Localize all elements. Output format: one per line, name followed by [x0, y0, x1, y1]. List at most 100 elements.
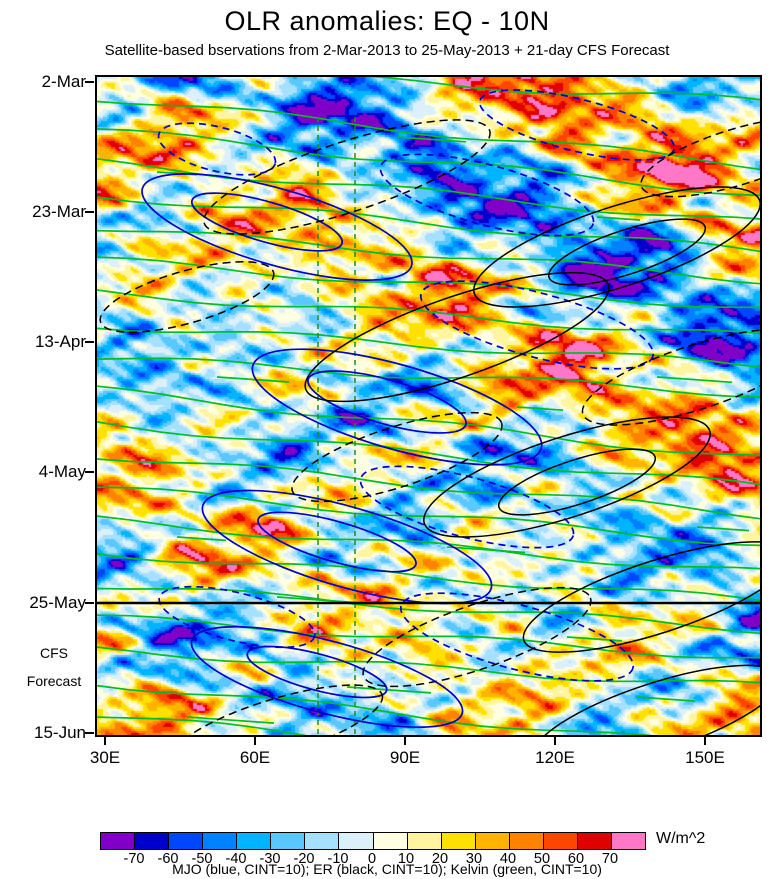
kelvin-contour-line [97, 385, 760, 457]
kelvin-contour-line [97, 614, 760, 659]
x-tick-label: 150E [685, 748, 725, 767]
x-axis-tick [254, 737, 256, 745]
er-contour [99, 261, 275, 333]
er-contour [640, 116, 760, 198]
y-tick-label: 2-Mar [41, 72, 86, 91]
kelvin-contour-line [97, 684, 653, 735]
mjo-contour [190, 192, 344, 252]
er-contour [291, 411, 503, 503]
colorbar-segment [475, 833, 510, 849]
colorbar-segment [407, 833, 442, 849]
y-tick-label: 23-Mar [32, 202, 86, 221]
plot-area [95, 75, 762, 737]
colorbar-level-label: 10 [397, 851, 415, 867]
y-tick-label: 4-May [38, 462, 86, 481]
colorbar-segment [441, 833, 476, 849]
er-contour [473, 186, 760, 308]
x-tick-label: 60E [239, 748, 271, 767]
mjo-contour [251, 348, 543, 466]
colorbar-level-label: -40 [225, 851, 247, 867]
mjo-contour [246, 645, 388, 699]
colorbar-segment [203, 833, 238, 849]
x-axis-tick [704, 737, 706, 745]
kelvin-contour-line [97, 100, 760, 171]
er-contour [362, 586, 592, 688]
colorbar-level-label: 60 [567, 851, 585, 867]
wave-contours-overlay [97, 77, 760, 735]
colorbar-level-label: 40 [499, 851, 517, 867]
kelvin-contour-line [97, 716, 308, 735]
colorbar-segment [611, 833, 645, 849]
x-tick-label: 30E [89, 748, 121, 767]
kelvin-contour-line [97, 458, 760, 520]
y-axis-tick [85, 732, 94, 734]
kelvin-contour-line [97, 327, 760, 369]
kelvin-contour-segment [696, 526, 750, 532]
kelvin-contour-segment [516, 406, 564, 412]
colorbar-segment [169, 833, 204, 849]
colorbar-units-label: W/m^2 [656, 830, 706, 847]
y-axis-tick [85, 471, 94, 473]
colorbar-segment [135, 833, 170, 849]
mjo-contour [190, 625, 464, 729]
colorbar-level-label: -30 [259, 851, 281, 867]
er-contour [304, 271, 610, 403]
er-contour [170, 684, 384, 735]
kelvin-contour-line [97, 421, 760, 486]
colorbar-level-label: 20 [431, 851, 449, 867]
kelvin-contour-line [97, 256, 760, 309]
kelvin-contour-segment [636, 696, 696, 702]
colorbar-level-label: -70 [123, 851, 145, 867]
mjo-contour [419, 280, 655, 370]
y-axis-tick [85, 602, 94, 604]
colorbar-level-label: 0 [367, 851, 377, 867]
x-tick-label: 90E [389, 748, 421, 767]
page-subtitle: Satellite-based bservations from 2-Mar-2… [104, 42, 670, 59]
x-axis-tick [554, 737, 556, 745]
colorbar [100, 832, 646, 850]
forecast-label-line1: CFS [40, 645, 68, 661]
colorbar-segment [305, 833, 340, 849]
kelvin-contour-segment [216, 376, 290, 383]
page-title: OLR anomalies: EQ - 10N [224, 6, 550, 36]
colorbar-segment [543, 833, 578, 849]
y-tick-label: 25-May [29, 593, 86, 612]
contour-legend: MJO (blue, CINT=10); ER (black, CINT=10)… [172, 861, 602, 877]
mjo-contour [158, 585, 316, 649]
kelvin-contour-segment [186, 716, 275, 724]
colorbar-level-label: -50 [191, 851, 213, 867]
mjo-contour [379, 153, 595, 237]
mjo-contour [257, 511, 417, 573]
er-contour [423, 416, 711, 538]
mjo-contour [399, 592, 635, 682]
kelvin-contour-line [367, 77, 760, 101]
colorbar-level-label: -20 [293, 851, 315, 867]
colorbar-segment [577, 833, 612, 849]
kelvin-contour-line [97, 289, 760, 335]
colorbar-level-label: 50 [533, 851, 551, 867]
mjo-contour [141, 173, 413, 281]
forecast-label-line2: Forecast [26, 673, 82, 689]
er-contour [203, 119, 491, 235]
y-axis-tick [85, 81, 94, 83]
colorbar-level-label: 70 [601, 851, 619, 867]
kelvin-contour-segment [176, 536, 227, 542]
mjo-contour [307, 370, 467, 434]
kelvin-contour-line [97, 128, 760, 197]
y-axis-tick [85, 341, 94, 343]
y-axis-tick [85, 211, 94, 213]
kelvin-contour-line [97, 515, 760, 570]
kelvin-contour-line [97, 196, 760, 253]
colorbar-segment [509, 833, 544, 849]
colorbar-level-label: 30 [465, 851, 483, 867]
x-axis-tick [104, 737, 106, 745]
kelvin-contour-line [97, 553, 760, 602]
kelvin-contour-line [97, 587, 760, 635]
y-tick-label: 13-Apr [34, 332, 86, 351]
kelvin-contour-segment [396, 136, 467, 143]
kelvin-contour-segment [566, 636, 623, 642]
kelvin-contour-line [97, 357, 760, 398]
mjo-contour [359, 465, 575, 549]
er-contour [547, 218, 707, 286]
